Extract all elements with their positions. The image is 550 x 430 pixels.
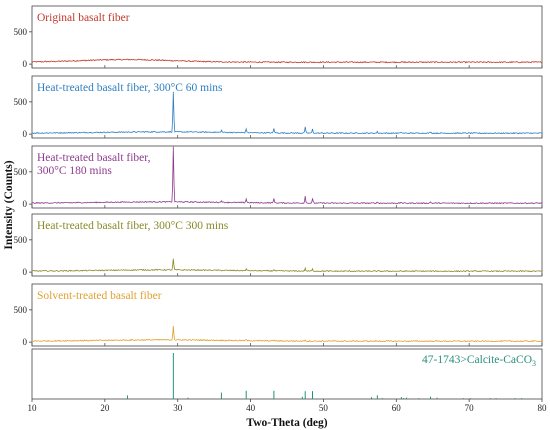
- series-line: [32, 91, 543, 135]
- x-tick-label: 70: [465, 403, 475, 413]
- x-tick-label: 80: [538, 403, 548, 413]
- y-tick-label: 500: [14, 27, 28, 37]
- x-axis-title: Two-Theta (deg): [246, 417, 327, 429]
- panel-frame: [31, 283, 543, 347]
- reference-frame: [31, 348, 543, 400]
- y-tick-label: 500: [14, 305, 28, 315]
- y-tick-label: 500: [14, 97, 28, 107]
- y-tick-label: 500: [14, 167, 28, 177]
- y-tick-label: 500: [14, 235, 28, 245]
- series-line: [31, 258, 542, 273]
- reference-label-subscript: 3: [532, 359, 536, 368]
- y-tick-label: 0: [23, 59, 28, 69]
- panel-3: 0 500 Heat-treated basalt fiber,300°C 180 …: [14, 145, 543, 209]
- y-tick-label: 0: [23, 129, 28, 139]
- y-axis-title: Intensity (Counts): [3, 160, 15, 249]
- panel-4: 0 500 Heat-treated basalt fiber, 300°C 300…: [14, 213, 543, 277]
- panel-frame: [31, 75, 543, 139]
- x-tick-label: 60: [392, 403, 402, 413]
- x-axis: 10 20 30 40 50 60 70 80: [28, 399, 548, 413]
- panel-label: Solvent-treated basalt fiber: [37, 290, 162, 302]
- reference-panel: 47-1743>Calcite-CaCO3: [31, 348, 543, 400]
- panel-label: Heat-treated basalt fiber, 300°C 300 min…: [37, 220, 229, 232]
- series-line: [31, 325, 543, 343]
- reference-label: 47-1743>Calcite-CaCO3: [422, 354, 536, 368]
- x-tick-label: 30: [173, 403, 183, 413]
- panel-label: Heat-treated basalt fiber,: [37, 152, 151, 164]
- x-tick-label: 20: [100, 403, 110, 413]
- panel-frame: [31, 213, 543, 277]
- panel-label: Original basalt fiber: [37, 12, 130, 24]
- panel-2: 0 500 Heat-treated basalt fiber, 300°C 60 …: [14, 75, 543, 139]
- panel-1: 0 500 Original basalt fiber: [14, 5, 543, 69]
- series-line: [31, 146, 543, 205]
- series-line: [31, 58, 542, 64]
- x-tick-label: 10: [28, 403, 38, 413]
- x-tick-label: 50: [319, 403, 329, 413]
- panel-label: Heat-treated basalt fiber, 300°C 60 mins: [37, 82, 223, 94]
- panel-label: 300°C 180 mins: [37, 165, 112, 177]
- panel-5: 0 500 Solvent-treated basalt fiber: [14, 283, 543, 347]
- y-tick-label: 0: [23, 199, 28, 209]
- y-tick-label: 0: [23, 337, 28, 347]
- panel-frame: [31, 145, 543, 209]
- x-tick-label: 40: [246, 403, 256, 413]
- panel-frame: [31, 5, 543, 69]
- y-tick-label: 0: [23, 267, 28, 277]
- panels-group: 0 500 Original basalt fiber 0 500 Heat-treate…: [14, 5, 543, 347]
